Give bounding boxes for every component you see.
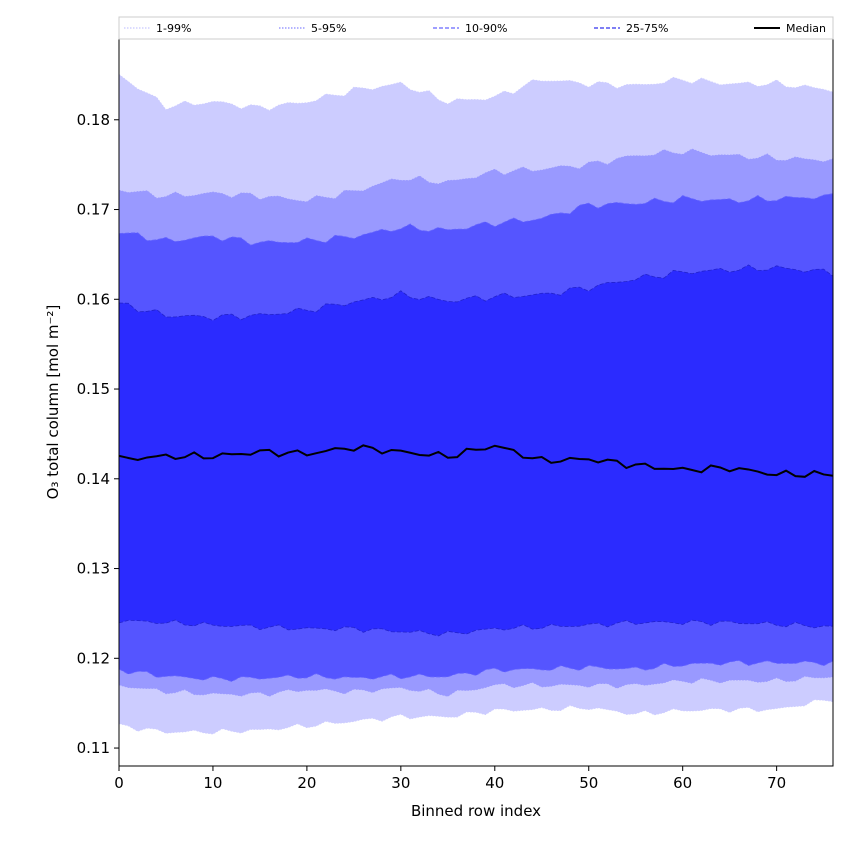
band-lower-line [119,659,833,682]
legend-item: 10-90% [433,22,507,35]
legend-item: 1-99% [124,22,191,35]
legend-item: 25-75% [594,22,668,35]
x-tick-label: 30 [391,774,410,792]
x-axis-label: Binned row index [411,802,541,820]
band-lower-line [119,619,833,637]
x-tick-label: 70 [767,774,786,792]
x-tick-label: 40 [485,774,504,792]
y-tick-label: 0.13 [77,560,110,578]
y-tick-label: 0.14 [77,470,110,488]
band-upper-line [119,193,833,246]
band-upper-line [119,148,833,203]
band-lower-line [119,699,833,735]
legend-item: Median [754,22,826,35]
band-upper-line [119,264,833,321]
x-tick-label: 0 [114,774,124,792]
legend: 1-99% 5-95% 10-90% 25-75% Median [118,16,834,40]
band-lower-line [119,675,833,697]
legend-item: 5-95% [279,22,346,35]
bands-layer [119,74,833,735]
y-tick-label: 0.12 [77,649,110,667]
y-axis: 0.11 0.12 0.13 0.14 0.15 0.16 0.17 0.18 [77,111,119,757]
legend-label: 1-99% [156,22,191,35]
y-tick-label: 0.17 [77,201,110,219]
x-tick-label: 50 [579,774,598,792]
x-tick-label: 60 [673,774,692,792]
legend-label: 10-90% [465,22,507,35]
legend-label: Median [786,22,826,35]
band-upper-line [119,74,833,111]
legend-label: 5-95% [311,22,346,35]
y-tick-label: 0.16 [77,290,110,308]
y-tick-label: 0.15 [77,380,110,398]
median-line [119,444,833,478]
y-tick-label: 0.18 [77,111,110,129]
y-tick-label: 0.11 [77,739,110,757]
x-tick-label: 10 [203,774,222,792]
legend-box [118,16,834,40]
x-axis: 0 10 20 30 40 50 60 70 [114,766,786,792]
y-axis-label: O₃ total column [mol m⁻²] [44,305,62,500]
median-layer [119,444,833,478]
x-tick-label: 20 [297,774,316,792]
legend-label: 25-75% [626,22,668,35]
